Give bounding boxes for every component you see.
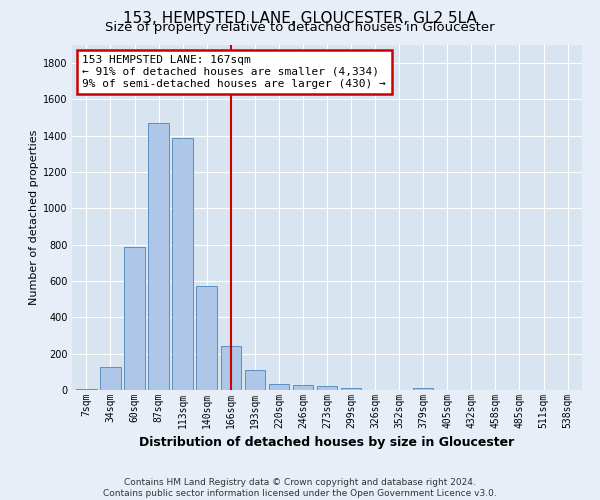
- Bar: [317, 386, 337, 390]
- Bar: [196, 286, 217, 390]
- Y-axis label: Number of detached properties: Number of detached properties: [29, 130, 39, 305]
- Bar: [221, 346, 241, 390]
- Text: 153 HEMPSTED LANE: 167sqm
← 91% of detached houses are smaller (4,334)
9% of sem: 153 HEMPSTED LANE: 167sqm ← 91% of detac…: [82, 56, 386, 88]
- Bar: [413, 388, 433, 390]
- Bar: [172, 138, 193, 390]
- Bar: [269, 384, 289, 390]
- Bar: [341, 388, 361, 390]
- Bar: [293, 386, 313, 390]
- Text: Contains HM Land Registry data © Crown copyright and database right 2024.
Contai: Contains HM Land Registry data © Crown c…: [103, 478, 497, 498]
- Bar: [100, 368, 121, 390]
- Bar: [124, 248, 145, 390]
- Text: Size of property relative to detached houses in Gloucester: Size of property relative to detached ho…: [105, 21, 495, 34]
- X-axis label: Distribution of detached houses by size in Gloucester: Distribution of detached houses by size …: [139, 436, 515, 450]
- Bar: [76, 389, 97, 390]
- Bar: [245, 370, 265, 390]
- Text: 153, HEMPSTED LANE, GLOUCESTER, GL2 5LA: 153, HEMPSTED LANE, GLOUCESTER, GL2 5LA: [123, 11, 477, 26]
- Bar: [148, 123, 169, 390]
